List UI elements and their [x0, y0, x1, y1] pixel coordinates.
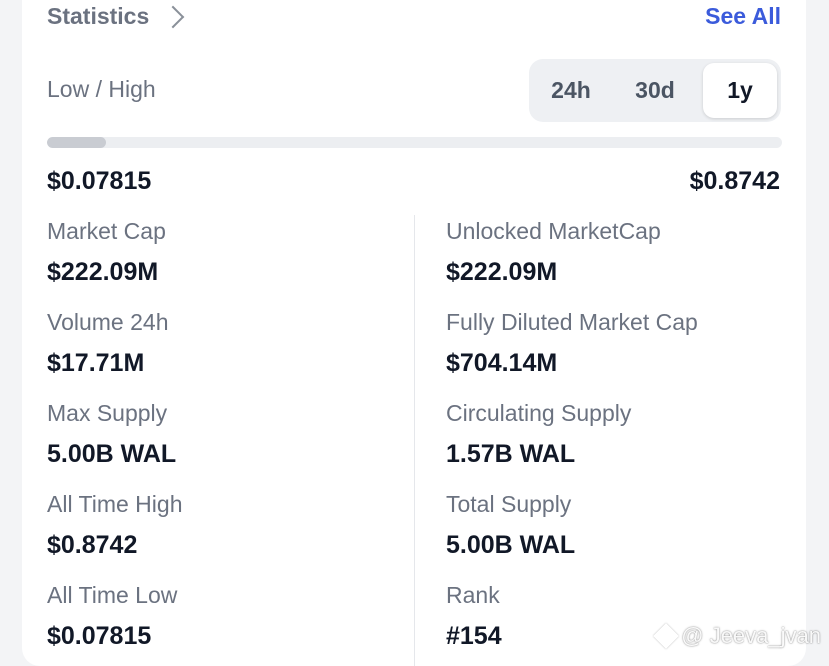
low-high-range-bar: [47, 137, 782, 148]
watermark-text: @ Jeeva_jvan: [681, 623, 821, 648]
stat-value: 1.57B WAL: [446, 440, 576, 468]
statistics-header: Statistics See All: [47, 3, 781, 33]
stat-rank: Rank #154: [446, 579, 786, 652]
stat-label: Market Cap: [47, 218, 166, 244]
stat-label: Total Supply: [446, 491, 572, 517]
range-low-value: $0.07815: [47, 167, 152, 195]
range-high-value: $0.8742: [689, 167, 780, 195]
column-divider: [414, 215, 415, 666]
stat-value: 5.00B WAL: [47, 440, 177, 468]
binance-logo-icon: [653, 623, 679, 649]
stat-value: $222.09M: [47, 258, 159, 286]
stat-value: $17.71M: [47, 349, 145, 377]
statistics-title-link[interactable]: Statistics: [47, 3, 185, 30]
stat-unlocked-marketcap: Unlocked MarketCap $222.09M: [446, 215, 786, 288]
period-selector: 24h 30d 1y: [529, 59, 781, 122]
stat-value: $0.8742: [47, 531, 138, 559]
stat-all-time-low: All Time Low $0.07815: [47, 579, 387, 652]
stat-max-supply: Max Supply 5.00B WAL: [47, 397, 387, 470]
stat-label: Unlocked MarketCap: [446, 218, 661, 244]
low-high-label: Low / High: [47, 76, 156, 102]
stat-label: Max Supply: [47, 400, 168, 426]
stat-label: Circulating Supply: [446, 400, 632, 426]
stat-value: $222.09M: [446, 258, 558, 286]
stat-value: $704.14M: [446, 349, 558, 377]
stat-value: #154: [446, 622, 502, 650]
statistics-title: Statistics: [47, 3, 150, 29]
stat-value: 5.00B WAL: [446, 531, 576, 559]
stat-total-supply: Total Supply 5.00B WAL: [446, 488, 786, 561]
watermark: @ Jeeva_jvan: [653, 623, 821, 649]
stat-label: All Time Low: [47, 582, 178, 608]
range-bar-fill: [47, 137, 106, 148]
stat-fully-diluted-market-cap: Fully Diluted Market Cap $704.14M: [446, 306, 786, 379]
stat-value: $0.07815: [47, 622, 152, 650]
stat-all-time-high: All Time High $0.8742: [47, 488, 387, 561]
stat-label: Volume 24h: [47, 309, 169, 335]
stat-label: Fully Diluted Market Cap: [446, 309, 698, 335]
period-24h-button[interactable]: 24h: [551, 77, 591, 103]
period-30d-button[interactable]: 30d: [635, 77, 675, 103]
see-all-link[interactable]: See All: [705, 3, 781, 29]
chevron-right-icon: [161, 5, 185, 28]
stat-volume-24h: Volume 24h $17.71M: [47, 306, 387, 379]
stat-label: All Time High: [47, 491, 183, 517]
period-1y-button[interactable]: 1y: [703, 63, 777, 118]
stat-circulating-supply: Circulating Supply 1.57B WAL: [446, 397, 786, 470]
stat-market-cap: Market Cap $222.09M: [47, 215, 387, 288]
stat-label: Rank: [446, 582, 500, 608]
